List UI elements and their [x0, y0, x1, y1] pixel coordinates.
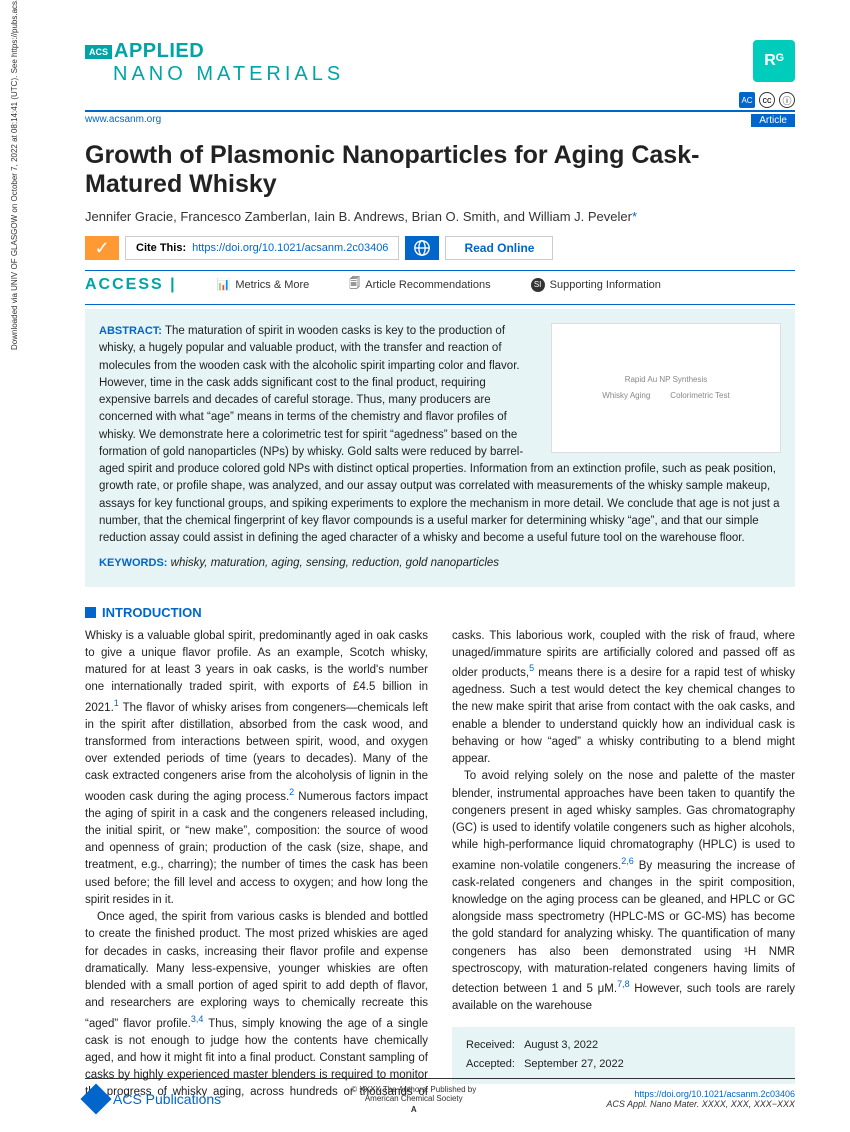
citation-2-6[interactable]: 2,6	[621, 856, 634, 866]
acs-diamond-icon	[80, 1084, 111, 1115]
acs-badge: ACS	[85, 45, 112, 59]
si-icon: SI	[531, 278, 545, 292]
license-icons: AC cc ⓘ	[85, 92, 795, 108]
divider	[85, 304, 795, 305]
keywords-heading: KEYWORDS:	[99, 557, 167, 569]
header-rule	[85, 110, 795, 112]
publisher-name: ACS Publications	[113, 1091, 221, 1107]
authors: Jennifer Gracie, Francesco Zamberlan, Ia…	[85, 209, 795, 224]
action-row: ✓ Cite This: https://doi.org/10.1021/acs…	[85, 236, 795, 260]
globe-icon[interactable]	[405, 236, 439, 260]
footer-doi-link[interactable]: https://doi.org/10.1021/acsanm.2c03406	[634, 1089, 795, 1099]
dates-box: Received: August 3, 2022 Accepted: Septe…	[452, 1027, 795, 1084]
cite-label: Cite This:	[136, 242, 186, 254]
accepted-label: Accepted:	[466, 1058, 515, 1070]
recommendations-link[interactable]: 🗐Article Recommendations	[349, 275, 490, 294]
received-date: August 3, 2022	[524, 1039, 598, 1051]
by-icon: ⓘ	[779, 92, 795, 108]
checkmark-icon[interactable]: ✓	[85, 236, 119, 260]
access-label: ACCESS |	[85, 276, 177, 294]
citation-7-8[interactable]: 7,8	[617, 979, 630, 989]
keywords: whisky, maturation, aging, sensing, redu…	[171, 557, 499, 569]
publisher-logo: ACS Publications	[85, 1088, 221, 1110]
page: Downloaded via UNIV OF GLASGOW on Octobe…	[0, 0, 850, 1132]
doi-link[interactable]: https://doi.org/10.1021/acsanm.2c03406	[192, 242, 388, 254]
page-footer: ACS Publications © XXXX The Authors. Pub…	[85, 1078, 795, 1114]
url-row: www.acsanm.org Article	[85, 114, 795, 127]
recommendations-icon: 🗐	[349, 275, 360, 294]
read-online-button[interactable]: Read Online	[445, 236, 553, 260]
access-row: ACCESS | 📊Metrics & More 🗐Article Recomm…	[85, 275, 795, 294]
article-title: Growth of Plasmonic Nanoparticles for Ag…	[85, 141, 795, 199]
journal-logo: ACS APPLIED NANO MATERIALS	[85, 40, 344, 86]
metrics-link[interactable]: 📊Metrics & More	[217, 278, 310, 291]
content-area: ACS APPLIED NANO MATERIALS Rᴳ AC cc ⓘ ww…	[0, 0, 850, 1132]
abstract-heading: ABSTRACT:	[99, 325, 162, 337]
footer-ref: https://doi.org/10.1021/acsanm.2c03406 A…	[606, 1089, 795, 1109]
authorchoice-icon: AC	[739, 92, 755, 108]
supporting-info-link[interactable]: SISupporting Information	[531, 278, 661, 292]
researchgate-icon[interactable]: Rᴳ	[753, 40, 795, 82]
citation-3-4[interactable]: 3,4	[191, 1014, 204, 1024]
cc-icon: cc	[759, 92, 775, 108]
divider	[85, 270, 795, 271]
copyright: © XXXX The Authors. Published by America…	[351, 1085, 476, 1114]
article-type-badge: Article	[751, 114, 795, 127]
body-text: Whisky is a valuable global spirit, pred…	[85, 628, 795, 1102]
journal-applied: APPLIED	[114, 40, 204, 63]
accepted-date: September 27, 2022	[524, 1058, 624, 1070]
journal-url[interactable]: www.acsanm.org	[85, 114, 161, 127]
metrics-icon: 📊	[217, 278, 231, 291]
introduction-heading: INTRODUCTION	[85, 605, 795, 620]
graphical-abstract: Rapid Au NP Synthesis Whisky AgingColori…	[551, 323, 781, 453]
cite-this-box: Cite This: https://doi.org/10.1021/acsan…	[125, 236, 399, 260]
received-label: Received:	[466, 1039, 515, 1051]
download-attribution: Downloaded via UNIV OF GLASGOW on Octobe…	[10, 0, 19, 350]
abstract-box: Rapid Au NP Synthesis Whisky AgingColori…	[85, 309, 795, 587]
journal-subtitle: NANO MATERIALS	[113, 63, 344, 86]
logo-row: ACS APPLIED NANO MATERIALS Rᴳ	[85, 40, 795, 86]
